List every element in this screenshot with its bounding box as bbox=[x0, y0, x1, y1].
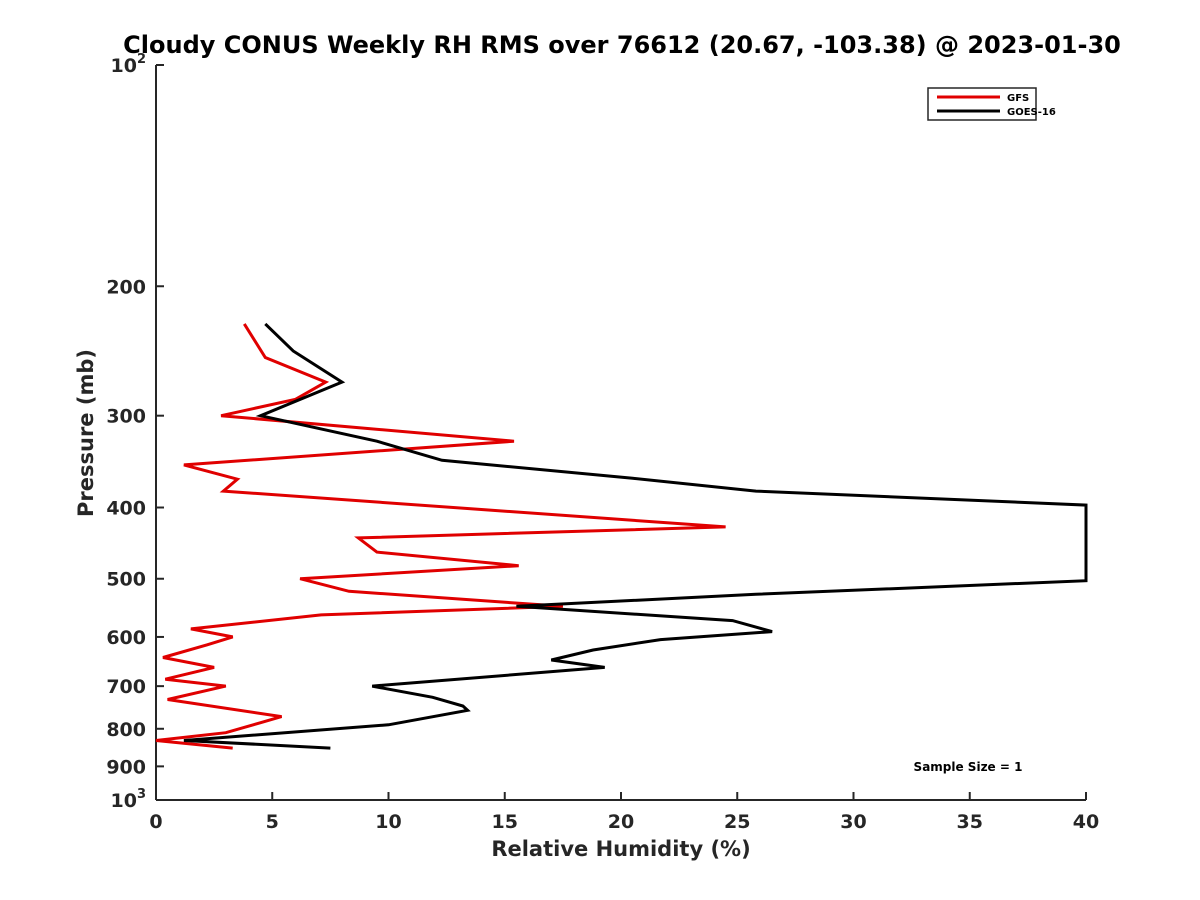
x-tick-label: 5 bbox=[266, 811, 279, 833]
y-tick-label: 400 bbox=[106, 498, 146, 520]
y-tick-label: 900 bbox=[106, 756, 146, 778]
x-tick-label: 10 bbox=[375, 811, 401, 833]
y-ticks: 102 200 300 400 500 600 700 800 900 103 bbox=[106, 52, 164, 812]
sample-size-annotation: Sample Size = 1 bbox=[914, 760, 1023, 774]
y-tick-label: 800 bbox=[106, 719, 146, 741]
y-tick-label: 300 bbox=[106, 406, 146, 428]
y-tick-label: 102 bbox=[111, 52, 147, 77]
plot-area: 0 5 10 15 20 25 30 35 40 102 200 300 400 500 600 700 80… bbox=[106, 52, 1099, 833]
y-tick-label: 600 bbox=[106, 627, 146, 649]
x-tick-label: 25 bbox=[724, 811, 750, 833]
series-line-goes-16 bbox=[183, 322, 1088, 750]
y-tick-label: 103 bbox=[111, 787, 147, 812]
y-axis-label: Pressure (mb) bbox=[74, 349, 98, 517]
legend-box bbox=[927, 87, 1037, 121]
series-line-gfs bbox=[155, 323, 726, 750]
legend-label: GFS bbox=[1007, 93, 1029, 104]
y-tick-label: 200 bbox=[106, 276, 146, 298]
x-tick-label: 20 bbox=[608, 811, 634, 833]
x-tick-label: 30 bbox=[840, 811, 866, 833]
y-tick-label: 700 bbox=[106, 676, 146, 698]
y-tick-label: 500 bbox=[106, 569, 146, 591]
x-axis-label: Relative Humidity (%) bbox=[491, 837, 750, 861]
legend: GFS GOES-16 bbox=[927, 87, 1056, 121]
x-tick-label: 35 bbox=[957, 811, 983, 833]
x-tick-label: 15 bbox=[492, 811, 518, 833]
x-ticks: 0 5 10 15 20 25 30 35 40 bbox=[149, 792, 1099, 833]
series-lines bbox=[155, 322, 1088, 750]
legend-label: GOES-16 bbox=[1007, 107, 1056, 118]
x-tick-label: 0 bbox=[149, 811, 162, 833]
x-tick-label: 40 bbox=[1073, 811, 1099, 833]
chart-title: Cloudy CONUS Weekly RH RMS over 76612 (2… bbox=[123, 31, 1121, 59]
